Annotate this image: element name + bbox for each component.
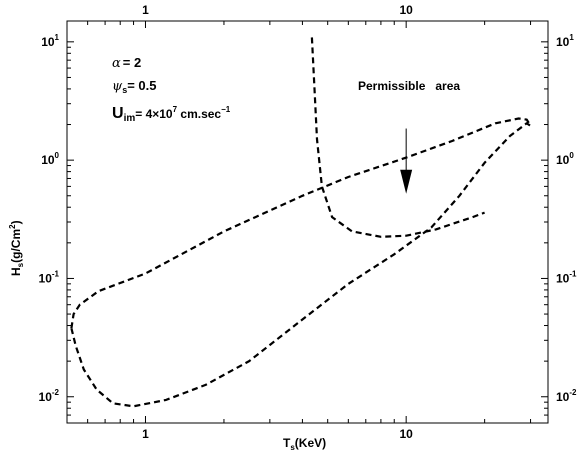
x-axis-label: Ts(KeV) bbox=[283, 436, 326, 452]
x-tick-label-top: 10 bbox=[399, 3, 413, 17]
x-tick-label-bottom: 1 bbox=[142, 427, 149, 441]
y-tick-label-right: 10-1 bbox=[556, 269, 577, 285]
param-psi: ψs= 0.5 bbox=[112, 78, 157, 95]
param-u: Uim= 4×107 cm.sec−1 bbox=[112, 105, 231, 124]
series-layer bbox=[70, 37, 532, 408]
axis-ticks: 1 1 10 10 10-2 10-2 10-1 10-1 100 100 101 101 bbox=[39, 3, 578, 441]
series-curve-1 bbox=[70, 117, 532, 408]
annotation-permissible-area: Permissible area bbox=[358, 79, 460, 93]
y-tick-label-right: 10-2 bbox=[556, 388, 577, 404]
y-tick-label-left: 101 bbox=[41, 33, 59, 49]
series-curve-2 bbox=[310, 37, 485, 238]
y-tick-label-left: 100 bbox=[41, 151, 59, 167]
y-tick-label-left: 10-2 bbox=[39, 388, 60, 404]
x-tick-label-bottom: 10 bbox=[399, 427, 413, 441]
y-axis-label: Hs(g/Cm2) bbox=[8, 220, 25, 276]
arrow-layer bbox=[400, 128, 413, 194]
x-tick-label-top: 1 bbox=[142, 3, 149, 17]
y-tick-label-left: 10-1 bbox=[39, 269, 60, 285]
annotation-arrow-head bbox=[400, 169, 413, 194]
y-tick-label-right: 100 bbox=[556, 151, 574, 167]
y-tick-label-right: 101 bbox=[556, 33, 574, 49]
param-alpha: α = 2 bbox=[112, 55, 141, 71]
